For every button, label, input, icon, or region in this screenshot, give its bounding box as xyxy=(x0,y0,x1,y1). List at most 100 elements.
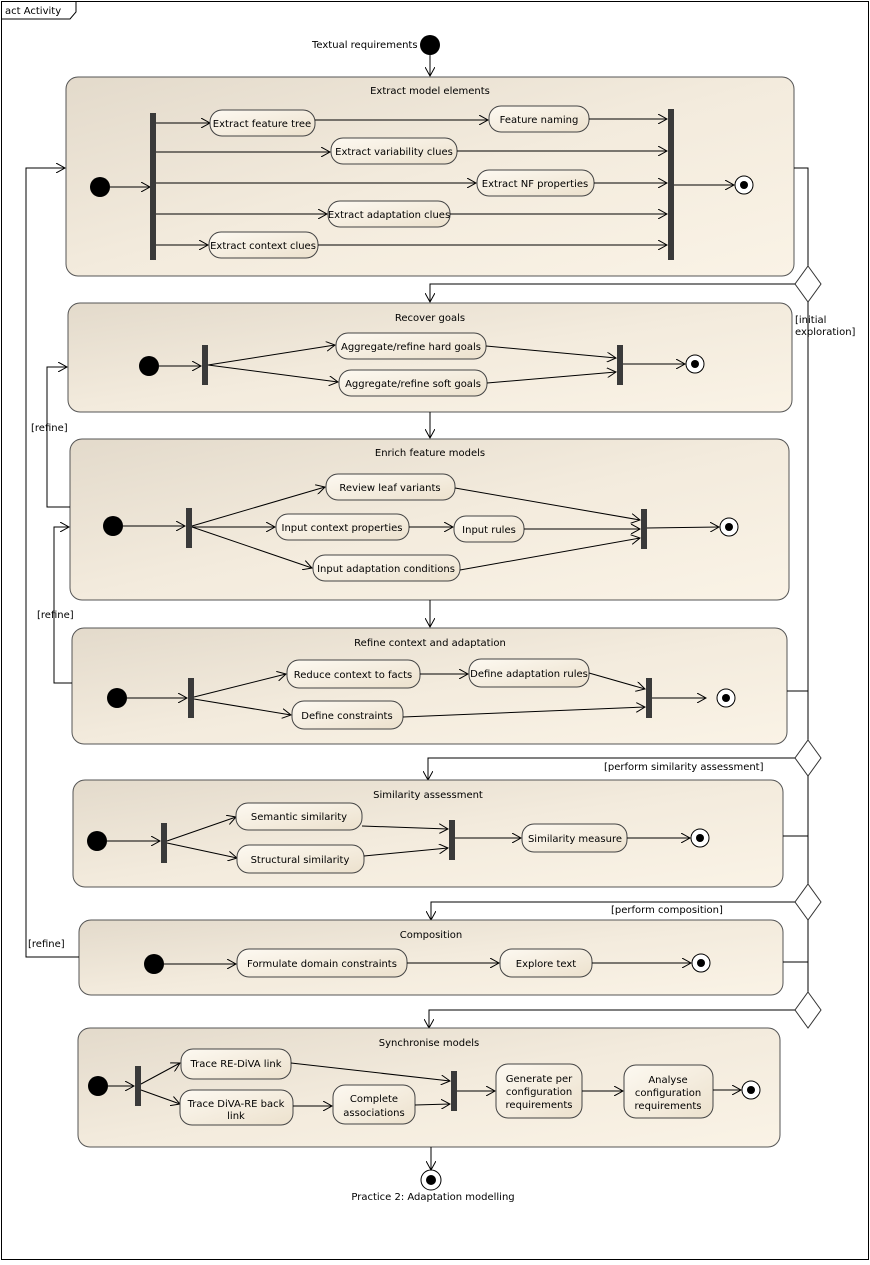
guard-initial-exploration-2: exploration] xyxy=(795,327,856,338)
action-formulate-domain-constraints: Formulate domain constraints xyxy=(236,948,408,978)
join-bar xyxy=(668,109,674,260)
decision-node xyxy=(794,883,822,921)
action-complete-associations: Complete associations xyxy=(332,1084,416,1125)
guard-composition: [perform composition] xyxy=(611,905,723,916)
svg-text:Input context properties: Input context properties xyxy=(282,523,403,534)
svg-text:Aggregate/refine soft goals: Aggregate/refine soft goals xyxy=(345,379,481,390)
svg-text:Structural similarity: Structural similarity xyxy=(251,855,350,866)
action-analyse-configuration-requirements: Analyse configuration requirements xyxy=(623,1064,714,1119)
guard-similarity: [perform similarity assessment] xyxy=(604,762,764,773)
initial-node xyxy=(107,688,127,708)
guard-refine-1: [refine] xyxy=(31,423,68,434)
activity-title: Recover goals xyxy=(395,313,465,324)
activity-title: Synchronise models xyxy=(379,1038,479,1049)
svg-text:Generate per: Generate per xyxy=(506,1074,573,1085)
action-reduce-context-to-facts: Reduce context to facts xyxy=(286,659,421,689)
action-input-rules: Input rules xyxy=(453,515,525,543)
end-label: Practice 2: Adaptation modelling xyxy=(351,1192,514,1203)
fork-bar xyxy=(161,823,167,863)
svg-text:requirements: requirements xyxy=(506,1100,573,1111)
action-aggregate-hard-goals: Aggregate/refine hard goals xyxy=(335,332,487,360)
action-trace-re-diva-link: Trace RE-DiVA link xyxy=(180,1048,292,1080)
svg-text:configuration: configuration xyxy=(635,1088,701,1099)
join-bar xyxy=(449,820,455,860)
svg-text:Analyse: Analyse xyxy=(648,1075,687,1086)
action-extract-context-clues: Extract context clues xyxy=(208,231,319,259)
action-feature-naming: Feature naming xyxy=(488,105,590,133)
action-input-context-properties: Input context properties xyxy=(275,513,410,541)
svg-text:Explore text: Explore text xyxy=(516,959,577,970)
initial-node xyxy=(144,954,164,974)
action-structural-similarity: Structural similarity xyxy=(236,844,365,874)
join-bar xyxy=(451,1071,457,1111)
activity-final-node xyxy=(691,953,711,973)
guard-initial-exploration-1: [initial xyxy=(795,315,826,326)
activity-composition: Composition Formulate domain constraints… xyxy=(78,919,784,996)
initial-node xyxy=(139,356,159,376)
svg-text:Extract context clues: Extract context clues xyxy=(210,241,316,252)
action-define-adaptation-rules: Define adaptation rules xyxy=(468,658,590,688)
action-input-adaptation-conditions: Input adaptation conditions xyxy=(312,554,461,582)
activity-extract-model-elements: Extract model elements Extract feature t… xyxy=(65,76,795,277)
frame-tab-label: act Activity xyxy=(5,6,61,17)
decision-node xyxy=(794,265,822,303)
svg-text:link: link xyxy=(227,1111,245,1122)
svg-text:Extract feature tree: Extract feature tree xyxy=(213,119,311,130)
svg-text:Similarity measure: Similarity measure xyxy=(528,834,622,845)
activity-synchronise-models: Synchronise models Trace RE-DiVA link Tr… xyxy=(77,1027,781,1148)
activity-similarity-assessment: Similarity assessment Semantic similarit… xyxy=(72,779,784,888)
svg-text:Extract NF properties: Extract NF properties xyxy=(482,179,588,190)
activity-title: Refine context and adaptation xyxy=(354,638,506,649)
svg-text:Trace DiVA-RE back: Trace DiVA-RE back xyxy=(187,1099,285,1110)
action-explore-text: Explore text xyxy=(499,948,593,978)
initial-node xyxy=(420,35,440,55)
svg-text:Define adaptation rules: Define adaptation rules xyxy=(470,669,588,680)
svg-text:Trace RE-DiVA link: Trace RE-DiVA link xyxy=(190,1059,282,1070)
initial-node xyxy=(87,831,107,851)
activity-enrich-feature-models: Enrich feature models Review leaf varian… xyxy=(69,438,790,601)
join-bar xyxy=(617,345,623,385)
svg-text:Complete: Complete xyxy=(350,1094,398,1105)
activity-final-node-end xyxy=(420,1169,442,1191)
svg-text:Semantic similarity: Semantic similarity xyxy=(251,812,347,823)
svg-text:Reduce context to facts: Reduce context to facts xyxy=(294,670,413,681)
initial-node xyxy=(90,177,110,197)
svg-text:Formulate domain constraints: Formulate domain constraints xyxy=(247,959,397,970)
action-aggregate-soft-goals: Aggregate/refine soft goals xyxy=(338,369,488,397)
fork-bar xyxy=(186,508,192,548)
decision-node xyxy=(794,739,822,777)
action-similarity-measure: Similarity measure xyxy=(521,823,628,853)
activity-final-node xyxy=(690,828,710,848)
initial-node xyxy=(103,516,123,536)
guard-refine-2: [refine] xyxy=(37,610,74,621)
svg-text:Input rules: Input rules xyxy=(462,525,516,536)
fork-bar xyxy=(188,678,194,718)
svg-text:Input adaptation conditions: Input adaptation conditions xyxy=(317,564,455,575)
svg-text:associations: associations xyxy=(343,1108,404,1119)
frame-tab xyxy=(1,1,77,20)
initial-node xyxy=(88,1076,108,1096)
action-semantic-similarity: Semantic similarity xyxy=(235,802,363,831)
fork-bar xyxy=(150,113,156,260)
svg-text:requirements: requirements xyxy=(635,1101,702,1112)
join-bar xyxy=(646,678,652,718)
activity-final-node xyxy=(741,1080,761,1100)
activity-final-node xyxy=(734,175,754,195)
action-trace-diva-re-back-link: Trace DiVA-RE back link xyxy=(179,1089,294,1126)
activity-final-node xyxy=(685,354,705,374)
activity-recover-goals: Recover goals Aggregate/refine hard goal… xyxy=(67,302,793,413)
activity-refine-context-adaptation: Refine context and adaptation Reduce con… xyxy=(71,627,788,745)
action-extract-feature-tree: Extract feature tree xyxy=(209,109,316,137)
svg-text:Extract adaptation clues: Extract adaptation clues xyxy=(328,210,450,221)
activity-title: Extract model elements xyxy=(370,86,490,97)
action-extract-adaptation-clues: Extract adaptation clues xyxy=(327,200,451,228)
svg-text:Aggregate/refine hard goals: Aggregate/refine hard goals xyxy=(341,342,481,353)
fork-bar xyxy=(135,1066,141,1106)
svg-text:Feature naming: Feature naming xyxy=(500,115,579,126)
action-define-constraints: Define constraints xyxy=(291,700,404,730)
start-label: Textual requirements xyxy=(311,40,418,51)
activity-final-node xyxy=(719,517,739,537)
action-review-leaf-variants: Review leaf variants xyxy=(325,473,456,501)
